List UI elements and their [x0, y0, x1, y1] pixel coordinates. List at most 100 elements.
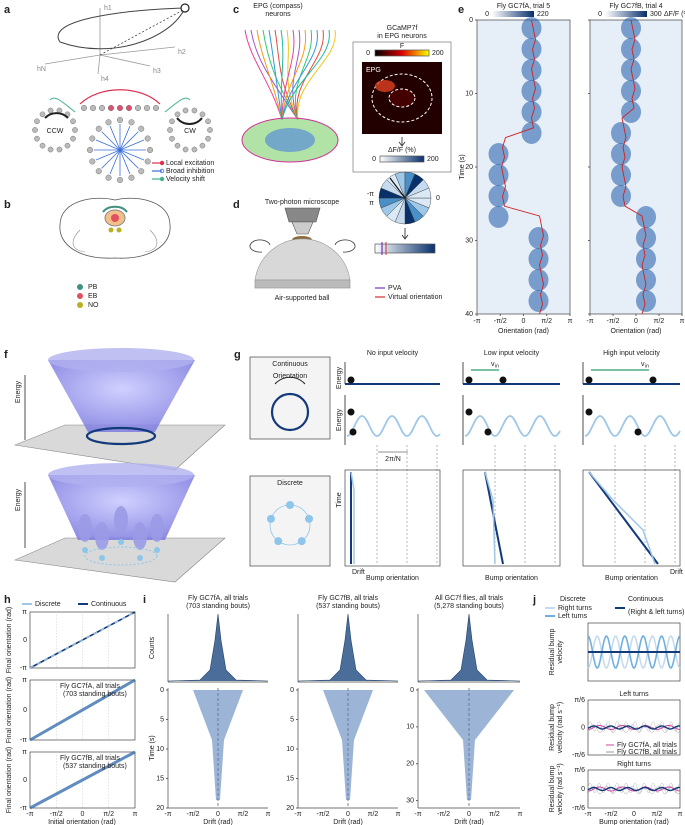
x-axis-label: Orientation (rad)	[498, 328, 549, 335]
cone-top	[48, 463, 194, 487]
y-axis-label: Residual bump	[549, 704, 556, 751]
legend-label: Discrete	[35, 601, 61, 608]
bump	[611, 143, 631, 165]
y-axis-label: Time (s)	[149, 735, 156, 760]
path	[284, 207, 321, 223]
x-axis-label: Bump orientation (rad)	[599, 819, 669, 825]
line	[119, 149, 145, 161]
box	[344, 469, 441, 567]
line	[389, 177, 406, 199]
region-label: EB	[88, 293, 98, 300]
circle	[305, 514, 314, 523]
bump	[611, 185, 631, 207]
legend-head: Discrete	[560, 596, 586, 603]
axis-label: hN	[37, 66, 46, 73]
path	[281, 29, 330, 121]
x-tick-label: -π	[414, 811, 421, 818]
axis-label: h3	[153, 68, 161, 75]
circle	[70, 135, 76, 142]
path	[281, 29, 318, 121]
x-tick-label: -π	[294, 811, 301, 818]
legend-label: Right turns	[558, 605, 592, 612]
circle	[89, 135, 96, 142]
x-tick-label: -π/2	[605, 811, 618, 818]
x-tick-label: -π/2	[187, 811, 200, 818]
circle	[80, 104, 88, 112]
circle	[89, 104, 97, 112]
y-axis-label: Energy	[336, 366, 343, 389]
path	[291, 221, 314, 235]
line	[119, 149, 131, 175]
box	[582, 469, 681, 567]
x-tick-label: 0	[522, 318, 526, 325]
plot-title: Fly GC7fA, trial 5	[497, 3, 550, 10]
y-tick-label: 15	[156, 775, 164, 782]
column-title: Low input velocity	[484, 350, 540, 357]
legend-label: Fly GC7fB, all trials	[617, 749, 677, 756]
path	[249, 239, 271, 253]
path	[274, 376, 306, 385]
y-axis-label: velocity (rad s⁻¹)	[557, 702, 564, 754]
vin-sub: in	[495, 363, 499, 369]
bump	[488, 185, 509, 207]
y-tick-label: 0	[469, 17, 473, 24]
drift-label: Drift	[670, 569, 683, 576]
y-axis-label: Time (s)	[459, 154, 466, 179]
plot-subtitle: (703 standing bouts)	[63, 691, 127, 698]
box	[605, 11, 647, 17]
circle	[182, 146, 189, 153]
line	[101, 131, 121, 151]
colorbar-tick: 0	[485, 11, 489, 18]
colorbar-tick: 200	[427, 156, 439, 163]
x-axis-label: Drift (rad)	[454, 819, 484, 825]
circle	[47, 107, 54, 114]
legend-label: Virtual orientation	[388, 294, 442, 301]
panel-letter: i	[143, 594, 146, 606]
box	[374, 243, 436, 254]
circle	[108, 227, 114, 233]
circle	[34, 135, 40, 142]
path	[49, 97, 76, 113]
bump	[636, 248, 656, 270]
path	[29, 611, 136, 669]
y-tick-label: 0	[581, 786, 585, 793]
bump	[611, 122, 631, 144]
column-title: No input velocity	[367, 350, 419, 357]
circle	[116, 116, 124, 124]
y-axis-label: Final orientation (rad)	[6, 677, 13, 744]
bump	[611, 164, 631, 186]
path	[587, 721, 681, 732]
y-tick-label: 0	[410, 687, 414, 694]
path	[484, 471, 496, 565]
circle	[297, 537, 306, 546]
circle	[70, 118, 76, 125]
path	[297, 29, 336, 121]
path	[72, 229, 158, 253]
bump	[488, 206, 509, 228]
panel-letter: c	[233, 4, 239, 16]
path	[294, 29, 313, 121]
path	[286, 29, 299, 121]
line	[119, 125, 131, 151]
line	[119, 149, 139, 169]
line	[109, 125, 121, 151]
x-tick-label: π	[266, 811, 271, 818]
bump	[621, 17, 641, 39]
well	[78, 514, 92, 542]
x-tick-label: 0	[632, 811, 636, 818]
path	[587, 786, 681, 792]
x-tick-label: -π	[164, 811, 171, 818]
circle	[144, 135, 151, 142]
path	[256, 29, 283, 121]
y-tick-label: π	[22, 677, 27, 684]
legend-label: Continuous	[91, 601, 127, 608]
line	[109, 149, 121, 175]
y-tick-label: 10	[156, 746, 164, 753]
path	[424, 690, 514, 800]
ring-label: CCW	[47, 128, 64, 135]
well	[95, 522, 109, 550]
circle	[32, 127, 38, 133]
y-tick-label: π/6	[574, 767, 585, 774]
circle	[98, 104, 106, 112]
